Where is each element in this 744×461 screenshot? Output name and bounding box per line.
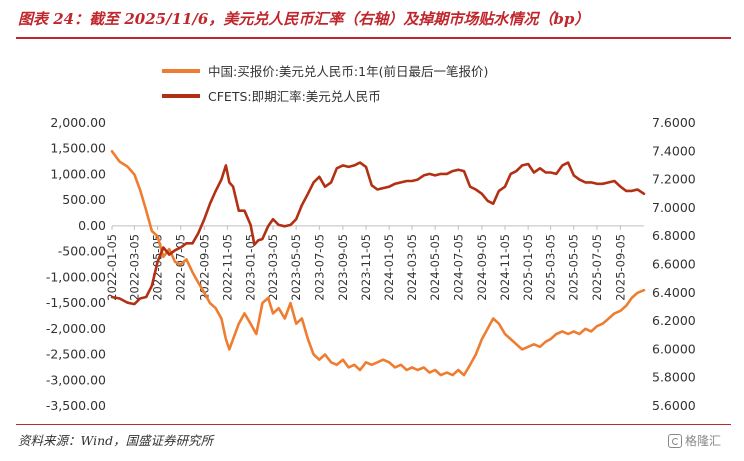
right-axis-tick-label: 6.2000	[652, 313, 696, 328]
right-axis-tick-label: 6.8000	[652, 228, 696, 243]
x-axis-tick-label: 2022-11-05	[220, 234, 234, 301]
x-axis-tick-label: 2025-01-05	[521, 234, 535, 301]
legend-label-swap: 中国:买报价:美元兑人民币:1年(前日最后一笔报价)	[208, 64, 489, 79]
x-axis-tick-label: 2025-05-05	[567, 234, 581, 301]
series-layer	[110, 150, 646, 377]
legend-swatch-swap	[162, 68, 200, 73]
right-axis-tick-label: 6.4000	[652, 285, 696, 300]
right-axis-tick-label: 7.2000	[652, 172, 696, 187]
x-axis-tick-label: 2023-01-05	[244, 234, 258, 301]
x-axis-tick-label: 2023-11-05	[359, 234, 373, 301]
left-axis-tick-label: -3,000.00	[46, 372, 106, 387]
legend-item-cfets: CFETS:即期汇率:美元兑人民币	[162, 83, 488, 108]
watermark-logo-icon	[668, 433, 682, 448]
left-axis-tick-label: -1,500.00	[46, 295, 106, 310]
x-axis-tick-label: 2022-03-05	[127, 234, 141, 301]
right-axis-tick-label: 7.6000	[652, 115, 696, 130]
right-axis: 7.6000 7.4000 7.2000 7.0000 6.8000 6.6000 6.40…	[652, 115, 696, 413]
right-axis-tick-label: 6.6000	[652, 257, 696, 272]
title-divider	[16, 37, 731, 39]
x-axis-tick-label: 2023-05-05	[289, 234, 303, 301]
x-axis-tick-label: 2024-07-05	[451, 234, 465, 301]
left-axis-tick-label: 2,000.00	[50, 115, 106, 130]
left-axis-tick-label: -500.00	[58, 244, 106, 259]
x-axis-tick-label: 2024-03-05	[405, 234, 419, 301]
right-axis-tick-label: 7.4000	[652, 143, 696, 158]
watermark: 格隆汇	[668, 432, 721, 449]
source-note: 资料来源：Wind，国盛证券研究所	[18, 433, 214, 448]
x-axis-tick-label: 2022-09-05	[197, 234, 211, 301]
right-axis-tick-label: 5.6000	[652, 398, 696, 413]
right-axis-tick-label: 5.8000	[652, 370, 696, 385]
left-axis-tick-label: -2,500.00	[46, 347, 106, 362]
right-axis-tick-label: 6.0000	[652, 341, 696, 356]
legend-label-cfets: CFETS:即期汇率:美元兑人民币	[208, 89, 381, 104]
chart-title: 图表 24：截至 2025/11/6，美元兑人民币汇率（右轴）及掉期市场贴水情况…	[18, 10, 590, 28]
left-axis-tick-label: 1,500.00	[50, 141, 106, 156]
x-axis-tick-label: 2024-01-05	[382, 234, 396, 301]
left-axis-tick-label: 0.00	[78, 218, 106, 233]
legend-swatch-cfets	[162, 93, 200, 98]
right-axis-tick-label: 7.0000	[652, 200, 696, 215]
legend-item-swap: 中国:买报价:美元兑人民币:1年(前日最后一笔报价)	[162, 58, 488, 83]
x-axis: 2022-01-05 2022-03-05 2022-05-05 2022-07-05…	[105, 225, 644, 301]
x-axis-tick-label: 2024-11-05	[498, 234, 512, 301]
title-bar: 图表 24：截至 2025/11/6，美元兑人民币汇率（右轴）及掉期市场贴水情况…	[0, 0, 744, 39]
x-axis-tick-label: 2023-09-05	[336, 234, 350, 301]
left-axis-tick-label: -3,500.00	[46, 398, 106, 413]
series-line-swap	[110, 150, 646, 377]
x-axis-tick-label: 2023-07-05	[312, 234, 326, 301]
left-axis-tick-label: -1,000.00	[46, 269, 106, 284]
x-axis-tick-label: 2025-09-05	[613, 234, 627, 301]
x-axis-tick-label: 2024-05-05	[428, 234, 442, 301]
watermark-text: 格隆汇	[685, 434, 722, 448]
left-axis-tick-label: 500.00	[62, 192, 106, 207]
left-axis-tick-label: -2,000.00	[46, 321, 106, 336]
x-axis-tick-label: 2022-01-05	[105, 234, 119, 301]
chart-legend: 中国:买报价:美元兑人民币:1年(前日最后一笔报价) CFETS:即期汇率:美元…	[162, 58, 488, 108]
series-line-cfets	[110, 161, 646, 306]
left-axis: 2,000.00 1,500.00 1,000.00 500.00 0.00 -500.0…	[46, 115, 106, 413]
left-axis-tick-label: 1,000.00	[50, 166, 106, 181]
footer-divider	[16, 424, 731, 425]
x-axis-tick-label: 2025-03-05	[544, 234, 558, 301]
x-axis-tick-label: 2024-09-05	[475, 234, 489, 301]
x-axis-tick-label: 2025-07-05	[590, 234, 604, 301]
x-axis-tick-label: 2023-03-05	[266, 234, 280, 301]
